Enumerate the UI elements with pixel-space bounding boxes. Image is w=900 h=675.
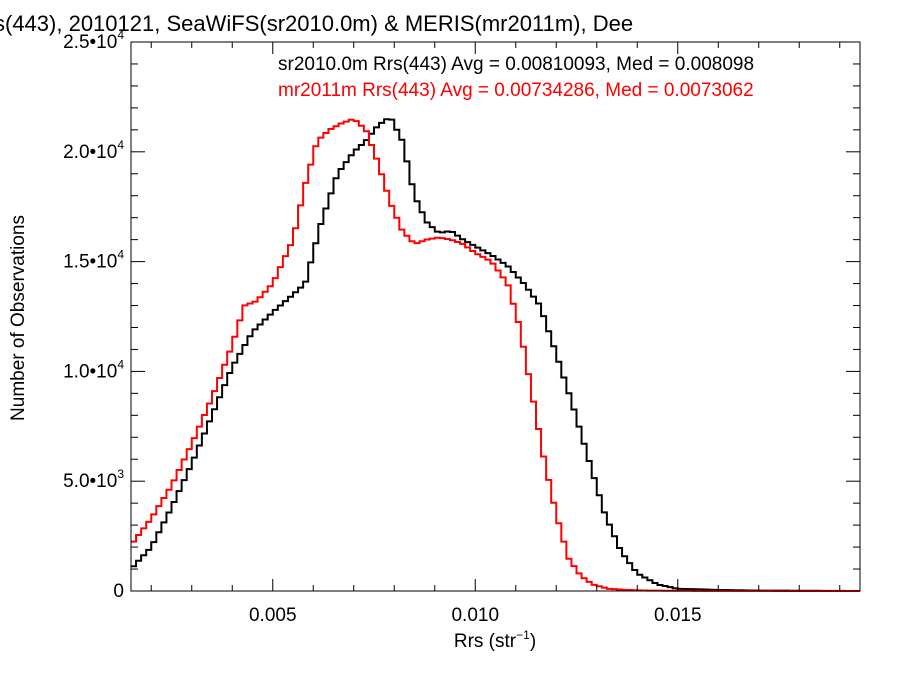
y-tick-label-5: 2.5•104 — [63, 28, 124, 53]
y-axis-label: Number of Observations — [8, 215, 29, 421]
y-tick-exponent: 4 — [117, 138, 124, 152]
annotation-red: mr2011m Rrs(443) Avg = 0.00734286, Med =… — [278, 80, 754, 101]
y-tick-label-4: 2.0•104 — [63, 138, 124, 163]
y-tick-exponent: 3 — [117, 467, 124, 481]
x-axis-label-exponent: −1 — [516, 628, 530, 642]
x-tick-label-2: 0.015 — [654, 605, 702, 626]
y-tick-label-3: 1.5•104 — [63, 248, 124, 273]
y-tick-mantissa: 2.5•10 — [63, 32, 117, 53]
y-tick-label-1: 5.0•103 — [63, 467, 124, 492]
chart-title: s(443), 2010121, SeaWiFS(sr2010.0m) & ME… — [0, 11, 633, 36]
y-tick-exponent: 4 — [117, 248, 124, 262]
plot-frame — [130, 41, 861, 592]
y-tick-mantissa: 2.0•10 — [63, 142, 117, 163]
x-axis-label-close: ) — [530, 631, 536, 652]
y-tick-mantissa: 1.0•10 — [63, 361, 117, 382]
x-tick-label-1: 0.010 — [451, 605, 499, 626]
y-tick-exponent: 4 — [117, 28, 124, 42]
y-tick-mantissa: 1.5•10 — [63, 252, 117, 273]
axis-ticks: 0.005 0.010 0.01505.0•1031.0•1041.5•1042.0… — [63, 28, 860, 626]
x-axis-label: Rrs (str−1) — [454, 628, 536, 652]
series-line-1 — [131, 118, 860, 592]
plot-series — [131, 118, 860, 592]
y-tick-mantissa: 5.0•10 — [63, 471, 117, 492]
series-line-0 — [131, 118, 860, 592]
y-tick-label-0: 0 — [113, 581, 124, 602]
y-tick-label-2: 1.0•104 — [63, 357, 124, 382]
y-tick-mantissa: 0 — [113, 581, 124, 602]
x-tick-label-0: 0.005 — [249, 605, 297, 626]
y-tick-exponent: 4 — [117, 357, 124, 371]
x-axis-label-main: Rrs (str — [454, 631, 517, 652]
annotation-black: sr2010.0m Rrs(443) Avg = 0.00810093, Med… — [278, 54, 754, 75]
